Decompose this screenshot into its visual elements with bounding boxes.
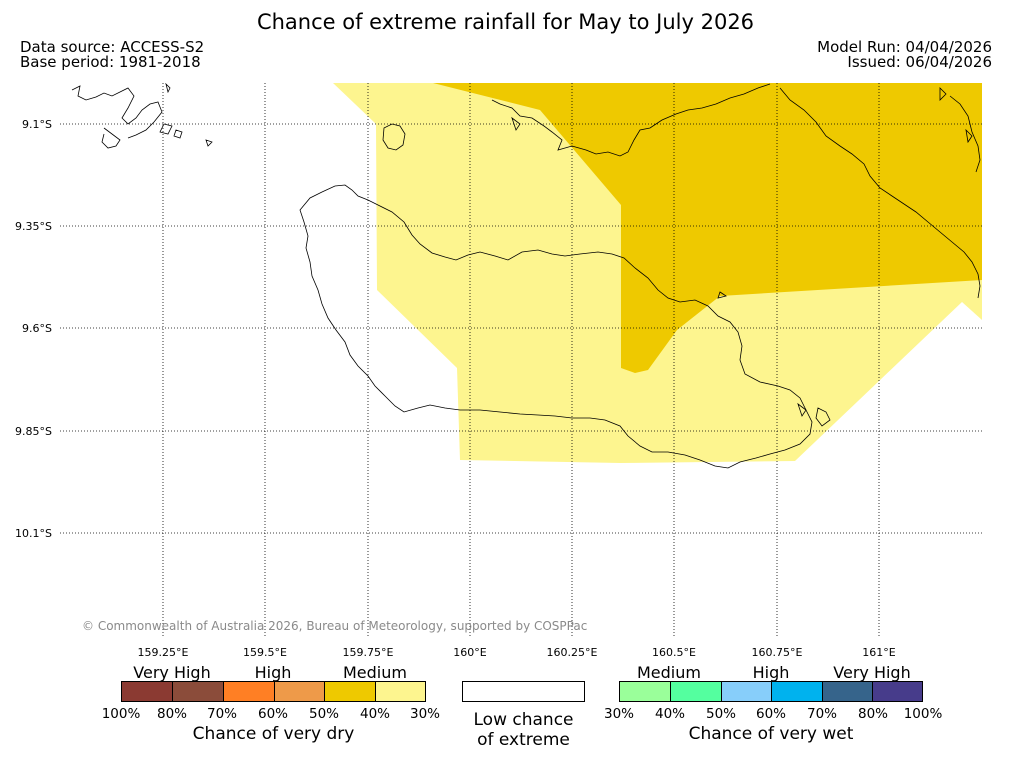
dry-tick: 60%	[257, 706, 288, 722]
lon-label: 159.75°E	[342, 646, 394, 659]
wet-swatch	[822, 681, 873, 702]
wet-tick: 30%	[603, 706, 634, 722]
wet-tick: 100%	[903, 706, 943, 722]
coastlines	[71, 83, 981, 469]
low-chance-caption-2: of extreme	[477, 730, 570, 750]
run-info-block: Model Run: 04/04/2026 Issued: 06/04/2026	[817, 40, 992, 70]
dry-group-label: High	[254, 663, 292, 682]
wet-tick: 70%	[806, 706, 837, 722]
lon-label: 160.75°E	[751, 646, 803, 659]
lat-label: 10.1°S	[15, 527, 52, 540]
graticule	[60, 83, 982, 636]
lat-label: 9.35°S	[15, 220, 52, 233]
dry-tick: 100%	[101, 706, 141, 722]
copyright-notice: © Commonwealth of Australia 2026, Bureau…	[82, 619, 588, 633]
guadalcanal-coast	[299, 184, 813, 469]
dry-group-label: Medium	[343, 663, 407, 682]
florida-islands-coast	[71, 83, 213, 149]
wet-swatch	[872, 681, 923, 702]
wet-group-label: Medium	[637, 663, 701, 682]
dry-swatch	[324, 681, 376, 702]
data-source-block: Data source: ACCESS-S2 Base period: 1981…	[20, 40, 204, 70]
wet-group-label: High	[752, 663, 790, 682]
map-title: Chance of extreme rainfall for May to Ju…	[256, 10, 755, 34]
dry-swatch	[375, 681, 426, 702]
dry-tick: 70%	[206, 706, 237, 722]
wet-swatch	[771, 681, 823, 702]
wet-swatch	[619, 681, 671, 702]
wet-tick: 40%	[654, 706, 685, 722]
dry-tick: 80%	[156, 706, 187, 722]
dry-tick: 40%	[359, 706, 390, 722]
forecast-map	[60, 83, 982, 636]
wet-caption: Chance of very wet	[688, 724, 854, 744]
dry-swatch	[274, 681, 325, 702]
lon-label: 159.5°E	[243, 646, 287, 659]
savo-coast	[382, 123, 406, 151]
lat-label: 9.1°S	[22, 118, 52, 131]
lon-label: 159.25°E	[137, 646, 189, 659]
low-chance-caption-1: Low chance	[473, 710, 574, 730]
wet-tick: 50%	[705, 706, 736, 722]
wet-group-label: Very High	[833, 663, 911, 682]
lat-label: 9.85°S	[15, 425, 52, 438]
wet-swatch	[670, 681, 722, 702]
wet-swatch	[721, 681, 772, 702]
base-period: Base period: 1981-2018	[20, 53, 201, 71]
lon-label: 160.25°E	[546, 646, 598, 659]
region-medium-dry-dark	[433, 83, 982, 373]
dry-tick: 50%	[308, 706, 339, 722]
dry-caption: Chance of very dry	[192, 724, 355, 744]
dry-tick: 30%	[409, 706, 440, 722]
issued-date: Issued: 06/04/2026	[847, 53, 992, 71]
dry-swatch	[121, 681, 173, 702]
lat-label: 9.6°S	[22, 322, 52, 335]
lon-label: 161°E	[862, 646, 896, 659]
lon-label: 160.5°E	[652, 646, 696, 659]
dry-swatch	[172, 681, 224, 702]
lon-label: 160°E	[453, 646, 487, 659]
model-run: Model Run: 04/04/2026	[817, 38, 992, 56]
dry-swatch	[223, 681, 275, 702]
data-source: Data source: ACCESS-S2	[20, 38, 205, 56]
low-chance-swatch	[462, 681, 585, 702]
wet-tick: 60%	[755, 706, 786, 722]
dry-group-label: Very High	[133, 663, 211, 682]
wet-tick: 80%	[857, 706, 888, 722]
malaita-coast	[491, 83, 981, 427]
